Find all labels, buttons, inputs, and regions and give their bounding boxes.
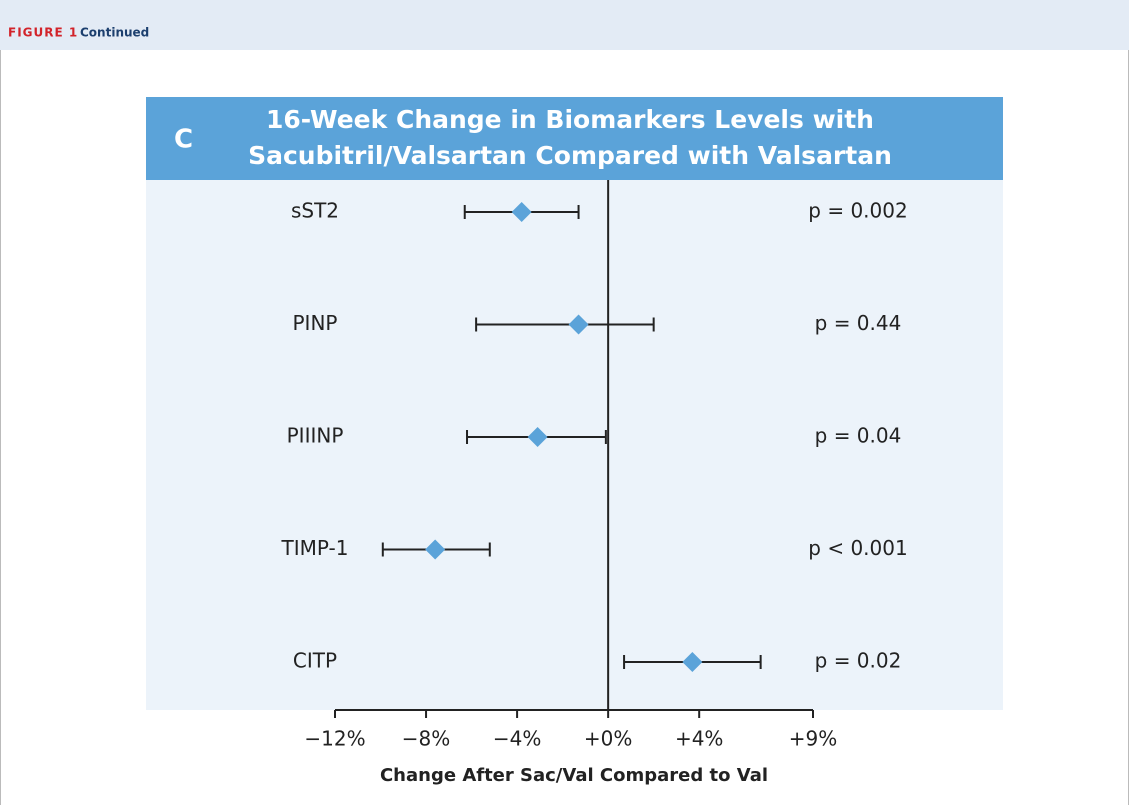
p-value: p = 0.44 xyxy=(815,311,902,335)
category-label: PIIINP xyxy=(287,424,344,448)
point-estimate xyxy=(527,427,548,447)
panel-label: C xyxy=(174,125,193,155)
p-value: p = 0.002 xyxy=(808,199,907,223)
category-label: sST2 xyxy=(291,199,339,223)
header-band xyxy=(0,0,1129,50)
point-estimate xyxy=(511,202,532,222)
x-tick-label: −4% xyxy=(493,727,542,751)
x-tick-label: −8% xyxy=(402,727,451,751)
p-value: p = 0.04 xyxy=(815,424,902,448)
x-tick-label: −12% xyxy=(304,727,365,751)
x-tick-label: +4% xyxy=(675,727,724,751)
category-label: CITP xyxy=(293,649,337,673)
chart-title: Sacubitril/Valsartan Compared with Valsa… xyxy=(248,141,892,170)
x-tick-label: +0% xyxy=(584,727,633,751)
plot-background xyxy=(146,180,1003,710)
p-value: p < 0.001 xyxy=(808,536,907,560)
p-value: p = 0.02 xyxy=(815,649,902,673)
category-label: PINP xyxy=(293,311,338,335)
title-banner xyxy=(146,97,1003,180)
figure-status: Continued xyxy=(80,26,149,40)
chart-title: 16-Week Change in Biomarkers Levels with xyxy=(266,105,874,134)
point-estimate xyxy=(682,652,703,672)
category-label: TIMP-1 xyxy=(281,536,349,560)
figure-label: FIGURE 1 xyxy=(8,26,78,40)
point-estimate xyxy=(425,539,446,560)
x-axis-title: Change After Sac/Val Compared to Val xyxy=(380,765,768,786)
x-tick-label: +9% xyxy=(789,727,838,751)
point-estimate xyxy=(568,314,589,335)
